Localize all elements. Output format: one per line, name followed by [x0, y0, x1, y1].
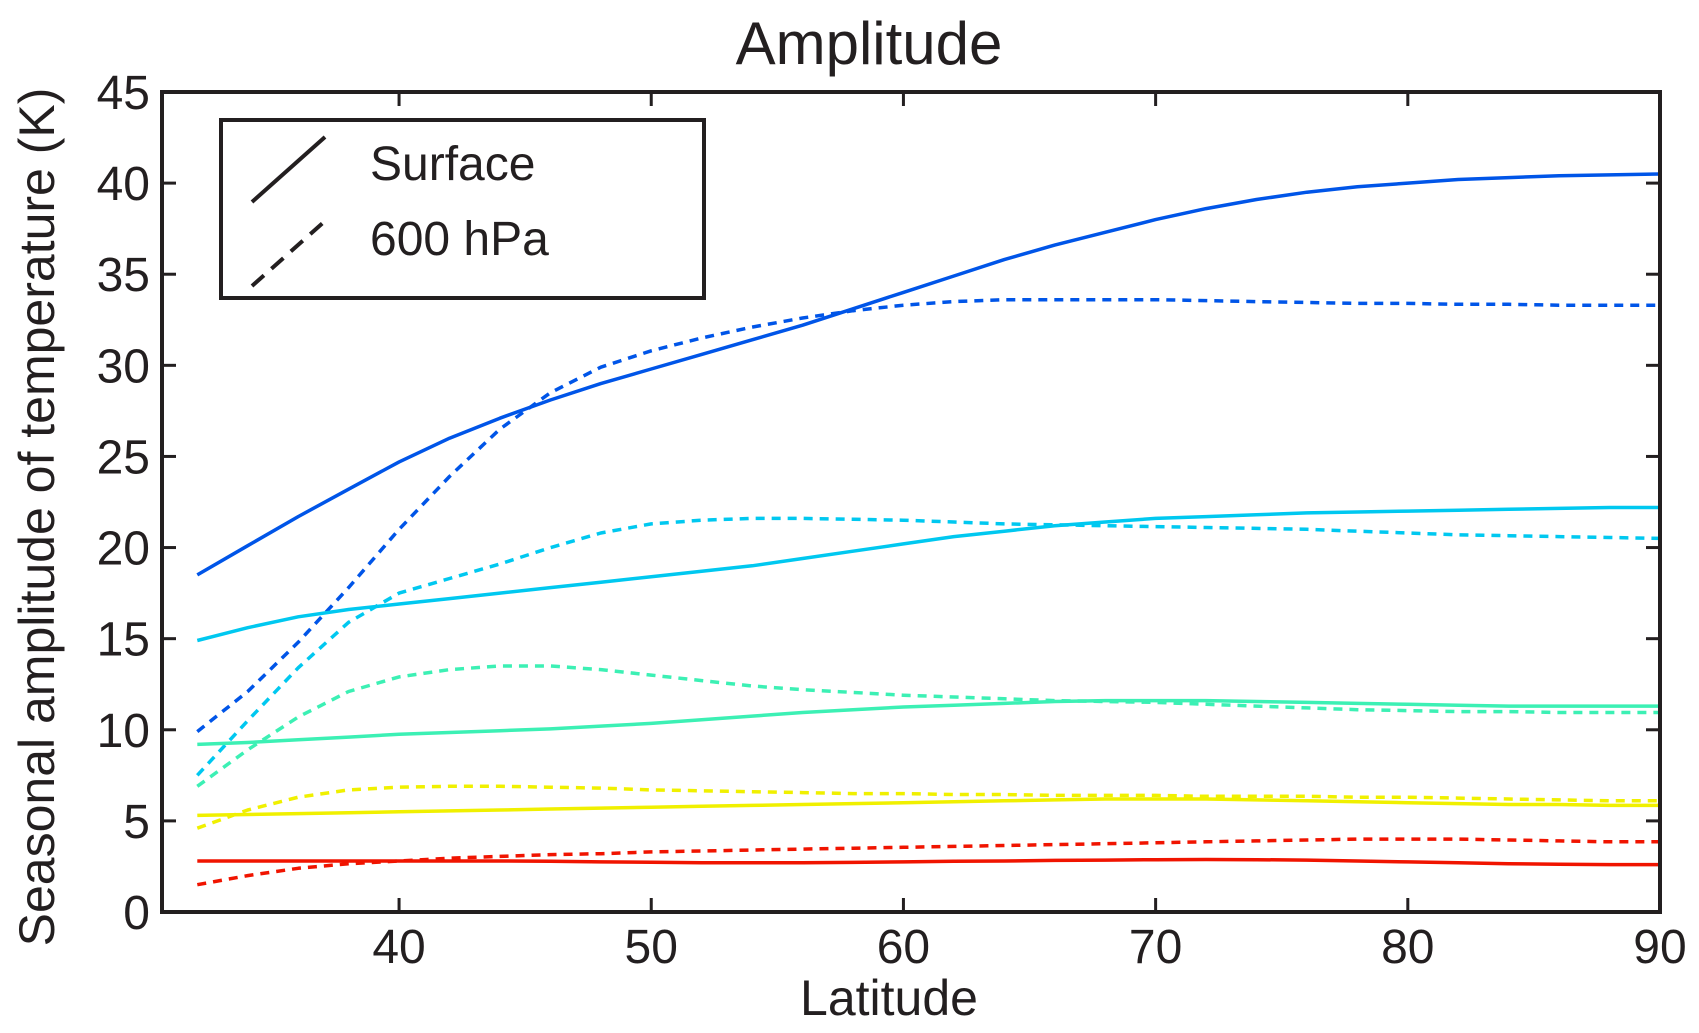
- x-tick-label: 70: [1129, 921, 1182, 974]
- x-tick-label: 50: [625, 921, 678, 974]
- series-line-8-dashed: [196, 784, 1660, 830]
- series-line-7-solid: [197, 797, 1660, 818]
- legend-label-surface: Surface: [370, 138, 535, 191]
- y-tick-label: 25: [97, 431, 150, 484]
- y-axis-label: Seasonal amplitude of temperature (K): [9, 88, 65, 947]
- x-axis-label: Latitude: [800, 970, 978, 1026]
- y-tick-label: 0: [123, 887, 150, 940]
- series-line-1-solid: [196, 172, 1661, 577]
- chart-title: Amplitude: [736, 10, 1003, 77]
- series-line-9-solid: [197, 857, 1660, 867]
- series-line-6-dashed: [196, 664, 1660, 788]
- series-line-5-solid: [197, 698, 1660, 747]
- x-tick-label: 80: [1381, 921, 1434, 974]
- series-line-2-dashed: [196, 297, 1660, 733]
- legend-dashed-swatch: [250, 219, 327, 288]
- legend-box: [219, 118, 706, 300]
- legend: Surface 600 hPa: [219, 118, 706, 300]
- series-line-3-solid: [196, 505, 1660, 643]
- x-tick-label: 40: [372, 921, 425, 974]
- y-tick-label: 5: [123, 796, 150, 849]
- legend-solid-swatch: [250, 135, 327, 204]
- legend-label-600hpa: 600 hPa: [370, 213, 549, 266]
- series-line-10-dashed: [196, 837, 1660, 887]
- y-tick-label: 40: [97, 158, 150, 211]
- series-line-4-dashed: [196, 516, 1661, 777]
- plot-frame: [160, 90, 1662, 914]
- y-tick-label: 20: [97, 523, 150, 576]
- y-tick-label: 30: [97, 340, 150, 393]
- x-tick-label: 90: [1633, 921, 1686, 974]
- x-tick-label: 60: [877, 921, 930, 974]
- y-tick-label: 10: [97, 705, 150, 758]
- y-tick-label: 35: [97, 249, 150, 302]
- plot-layer: 40 50 60 70 80 90 0 5 10 15 20 25 30 35 40 45: [97, 67, 1687, 974]
- y-tick-label: 15: [97, 614, 150, 667]
- y-tick-label: 45: [97, 67, 150, 120]
